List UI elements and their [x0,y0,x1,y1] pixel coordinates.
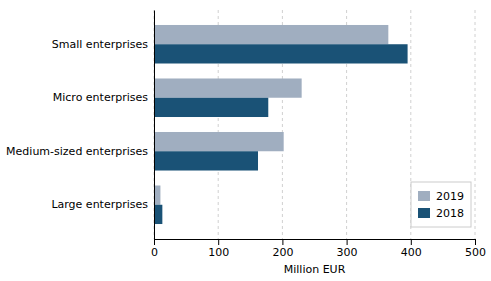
x-tick-label: 300 [337,246,358,259]
y-tick: Micro enterprises [53,91,154,104]
plot-area: 0 100 200 300 400 500 Small enterprises Micro e… [6,10,486,259]
x-tick-mark [154,239,155,245]
x-tick: 400 [401,239,422,259]
grid-line [154,10,155,239]
x-tick-label: 400 [401,246,422,259]
y-tick-label: Large enterprises [51,198,148,211]
y-axis: Small enterprises Micro enterprises Medium… [6,11,154,240]
x-tick: 300 [337,239,358,259]
legend-swatch [418,191,430,201]
bar-series [154,44,408,224]
chart-svg: 0 100 200 300 400 500 Small enterprises Micro e… [0,0,491,281]
y-tick-label: Micro enterprises [53,91,149,104]
grid-line [475,10,476,239]
x-tick-mark [347,239,348,245]
bar [154,205,162,224]
y-tick: Small enterprises [52,38,154,51]
y-axis-line [154,11,155,240]
chart-container: 0 100 200 300 400 500 Small enterprises Micro e… [0,0,491,281]
x-tick: 0 [151,239,158,259]
legend-item: 2018 [418,207,464,220]
legend: 2019 2018 [411,182,471,227]
bar [154,132,284,151]
bars [154,25,408,224]
x-axis: 0 100 200 300 400 500 [151,239,486,259]
y-tick: Medium-sized enterprises [6,145,154,158]
bar [154,151,258,170]
x-tick-label: 500 [465,246,486,259]
legend-item: 2019 [418,190,464,203]
bar [154,44,408,63]
legend-label: 2018 [436,207,464,220]
x-tick-label: 200 [272,246,293,259]
x-axis-title: Million EUR [284,263,346,276]
x-tick-mark [475,239,476,245]
bar [154,25,388,44]
bar [154,78,302,97]
x-tick-label: 0 [151,246,158,259]
y-tick-label: Medium-sized enterprises [6,145,148,158]
x-tick: 100 [208,239,229,259]
x-axis-line [155,240,476,246]
x-tick-mark [282,239,283,245]
grid [154,10,475,239]
y-tick-label: Small enterprises [52,38,148,51]
bar [154,98,268,117]
legend-frame [411,182,471,227]
x-tick: 200 [272,239,293,259]
x-tick: 500 [465,239,486,259]
legend-swatch [418,208,430,218]
y-tick: Large enterprises [51,198,154,211]
x-tick-label: 100 [208,246,229,259]
x-tick-mark [411,239,412,245]
legend-label: 2019 [436,190,464,203]
x-tick-mark [218,239,219,245]
